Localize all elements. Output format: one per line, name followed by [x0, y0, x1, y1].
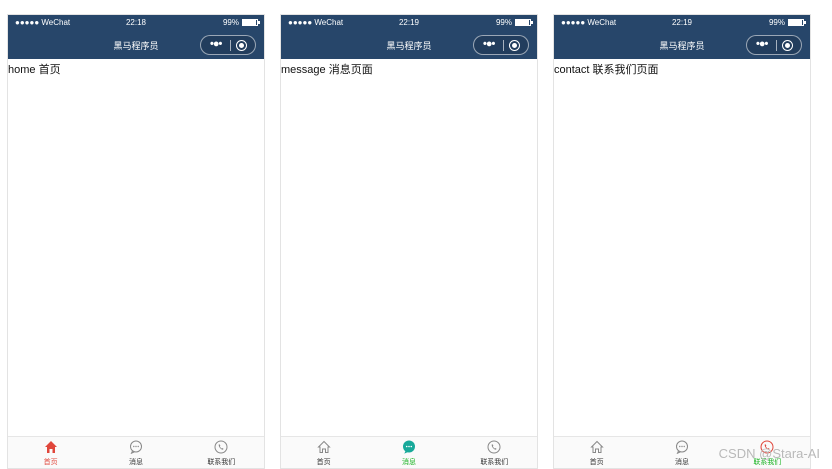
- tab-label: 首页: [589, 459, 604, 466]
- tab-bar: 首页 消息 联系我们: [554, 436, 810, 468]
- more-icon[interactable]: •●•: [210, 38, 222, 50]
- battery-indicator: 99%: [768, 18, 806, 27]
- nav-title: 黑马程序员: [659, 41, 705, 51]
- message-icon: [129, 440, 142, 454]
- battery-icon: [242, 19, 260, 26]
- capsule-divider: [230, 40, 231, 51]
- tab-contact[interactable]: 联系我们: [452, 437, 537, 468]
- home-icon: [589, 440, 604, 453]
- capsule-divider: [776, 40, 777, 51]
- tab-home[interactable]: 首页: [8, 437, 93, 468]
- battery-icon: [515, 19, 533, 26]
- battery-indicator: 99%: [222, 18, 260, 27]
- page-content-text: contact 联系我们页面: [554, 64, 659, 76]
- phone-icon: [487, 440, 501, 454]
- phone-screen-home: ●●●●● WeChat 22:18 99% 黑马程序员 •●• home 首页…: [7, 14, 265, 469]
- battery-icon: [788, 19, 806, 26]
- status-bar: ●●●●● WeChat 22:18 99%: [8, 15, 264, 32]
- battery-percent: 99%: [768, 18, 785, 27]
- battery-percent: 99%: [495, 18, 512, 27]
- navigation-bar: 黑马程序员 •●•: [554, 32, 810, 59]
- status-bar: ●●●●● WeChat 22:19 99%: [554, 15, 810, 32]
- close-miniprogram-icon[interactable]: [509, 40, 520, 51]
- tab-message[interactable]: 消息: [639, 437, 724, 468]
- navigation-bar: 黑马程序员 •●•: [8, 32, 264, 59]
- clock: 22:18: [125, 18, 147, 27]
- phone-icon: [760, 440, 774, 454]
- tab-message[interactable]: 消息: [93, 437, 178, 468]
- tab-home[interactable]: 首页: [281, 437, 366, 468]
- carrier-label: ●●●●● WeChat: [288, 18, 344, 27]
- clock: 22:19: [398, 18, 420, 27]
- home-icon: [44, 441, 57, 453]
- capsule-menu[interactable]: •●•: [746, 35, 802, 55]
- tab-contact[interactable]: 联系我们: [179, 437, 264, 468]
- home-icon: [316, 440, 331, 453]
- nav-title: 黑马程序员: [113, 41, 159, 51]
- more-icon[interactable]: •●•: [483, 38, 495, 50]
- tab-label: 消息: [674, 459, 689, 466]
- capsule-menu[interactable]: •●•: [200, 35, 256, 55]
- tab-bar: 首页 消息 联系我们: [281, 436, 537, 468]
- tab-label: 消息: [401, 459, 416, 466]
- more-icon[interactable]: •●•: [756, 38, 768, 50]
- page-content-text: home 首页: [8, 64, 61, 76]
- watermark: CSDN @Stara-AI: [718, 446, 820, 461]
- navigation-bar: 黑马程序员 •●•: [281, 32, 537, 59]
- carrier-label: ●●●●● WeChat: [561, 18, 617, 27]
- battery-indicator: 99%: [495, 18, 533, 27]
- page-content-text: message 消息页面: [281, 64, 373, 76]
- tab-message[interactable]: 消息: [366, 437, 451, 468]
- phone-icon: [214, 440, 228, 454]
- close-miniprogram-icon[interactable]: [782, 40, 793, 51]
- message-icon: [402, 440, 415, 454]
- capsule-menu[interactable]: •●•: [473, 35, 529, 55]
- phone-screen-contact: ●●●●● WeChat 22:19 99% 黑马程序员 •●• contact…: [553, 14, 811, 469]
- tab-label: 消息: [128, 459, 143, 466]
- nav-title: 黑马程序员: [386, 41, 432, 51]
- clock: 22:19: [671, 18, 693, 27]
- tab-home[interactable]: 首页: [554, 437, 639, 468]
- tab-label: 联系我们: [207, 459, 236, 466]
- capsule-divider: [503, 40, 504, 51]
- tab-label: 联系我们: [753, 459, 782, 466]
- close-miniprogram-icon[interactable]: [236, 40, 247, 51]
- message-icon: [675, 440, 688, 454]
- tab-label: 联系我们: [480, 459, 509, 466]
- phone-screen-message: ●●●●● WeChat 22:19 99% 黑马程序员 •●• message…: [280, 14, 538, 469]
- tab-label: 首页: [43, 459, 58, 466]
- tab-bar: 首页 消息 联系我们: [8, 436, 264, 468]
- tab-label: 首页: [316, 459, 331, 466]
- battery-percent: 99%: [222, 18, 239, 27]
- status-bar: ●●●●● WeChat 22:19 99%: [281, 15, 537, 32]
- tab-contact[interactable]: 联系我们: [725, 437, 810, 468]
- carrier-label: ●●●●● WeChat: [15, 18, 71, 27]
